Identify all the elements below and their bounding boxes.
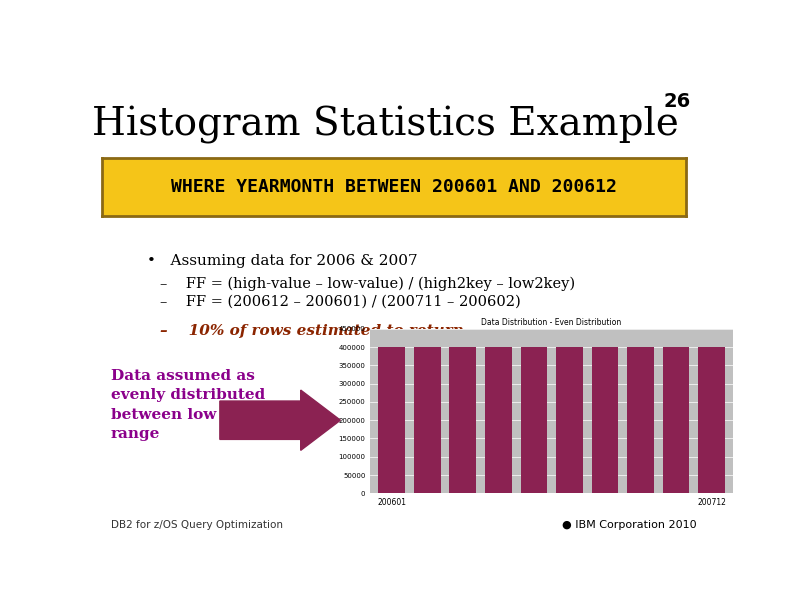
Bar <box>592 347 619 493</box>
Text: DB2 for z/OS Query Optimization: DB2 for z/OS Query Optimization <box>110 520 283 530</box>
Text: •   Assuming data for 2006 & 2007: • Assuming data for 2006 & 2007 <box>147 253 418 267</box>
Text: –    FF = (200612 – 200601) / (200711 – 200602): – FF = (200612 – 200601) / (200711 – 200… <box>159 295 520 309</box>
Bar <box>663 347 690 493</box>
Bar <box>414 347 440 493</box>
Text: 26: 26 <box>663 92 691 111</box>
Text: Histogram Statistics Example: Histogram Statistics Example <box>92 106 679 144</box>
Title: Data Distribution - Even Distribution: Data Distribution - Even Distribution <box>481 318 622 326</box>
FancyArrow shape <box>220 390 340 451</box>
Text: Data assumed as
evenly distributed
between low and high
range: Data assumed as evenly distributed betwe… <box>110 368 297 441</box>
Text: –    FF = (high-value – low-value) / (high2key – low2key): – FF = (high-value – low-value) / (high2… <box>159 276 574 290</box>
Bar <box>698 347 725 493</box>
Bar <box>627 347 654 493</box>
Text: –    10% of rows estimated to return: – 10% of rows estimated to return <box>159 324 463 338</box>
Bar <box>521 347 547 493</box>
Bar <box>449 347 476 493</box>
Text: WHERE YEARMONTH BETWEEN 200601 AND 200612: WHERE YEARMONTH BETWEEN 200601 AND 20061… <box>171 178 617 196</box>
Text: • Customer uses INTEGER (or VARCHAR) for YEAR-MONTH: • Customer uses INTEGER (or VARCHAR) for… <box>110 167 667 185</box>
Bar <box>556 347 582 493</box>
Bar <box>485 347 511 493</box>
Bar <box>378 347 405 493</box>
Text: ● IBM Corporation 2010: ● IBM Corporation 2010 <box>563 520 697 530</box>
